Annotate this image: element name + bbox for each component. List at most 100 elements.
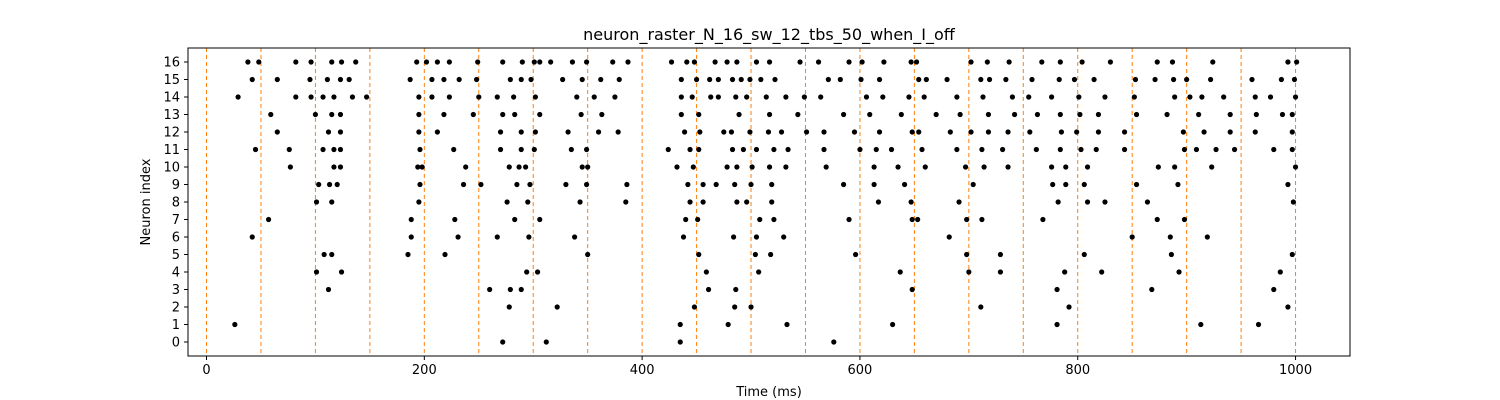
spike-point xyxy=(1026,94,1032,100)
spike-point xyxy=(307,76,313,83)
spike-point xyxy=(748,304,754,310)
y-tick-label: 12 xyxy=(163,126,180,141)
spike-point xyxy=(753,59,760,65)
spike-point xyxy=(728,129,735,135)
spike-point xyxy=(736,111,742,118)
spike-point xyxy=(334,181,340,188)
y-tick-label: 13 xyxy=(163,108,180,123)
spike-point xyxy=(1170,76,1177,83)
spike-point xyxy=(313,269,320,275)
spike-point xyxy=(875,199,882,205)
spike-point xyxy=(916,76,922,83)
spike-point xyxy=(749,164,755,170)
spike-point xyxy=(979,216,985,223)
spike-point xyxy=(734,199,740,205)
spike-point xyxy=(565,129,571,135)
spike-point xyxy=(249,76,255,83)
y-tick-label: 8 xyxy=(172,196,180,211)
spike-point xyxy=(512,111,518,118)
spike-point xyxy=(922,164,928,170)
spike-point xyxy=(821,146,827,153)
spike-point xyxy=(442,251,448,258)
spike-point xyxy=(417,146,423,153)
spike-point xyxy=(1199,94,1205,100)
spike-point xyxy=(1285,181,1291,188)
spike-point xyxy=(434,129,440,135)
spike-point xyxy=(1285,59,1291,65)
spike-point xyxy=(1208,76,1214,83)
spike-point xyxy=(890,321,896,328)
spike-point xyxy=(249,234,255,240)
spike-point xyxy=(785,146,791,153)
spike-point xyxy=(840,181,847,188)
spike-point xyxy=(668,59,675,65)
spike-point xyxy=(1249,76,1255,83)
spike-point xyxy=(595,129,602,135)
spike-point xyxy=(1221,94,1227,100)
spike-point xyxy=(532,94,539,100)
spike-point xyxy=(473,76,480,83)
spike-point xyxy=(1033,146,1039,153)
spike-point xyxy=(859,59,865,65)
spike-point xyxy=(531,146,537,153)
spike-point xyxy=(781,234,787,240)
spike-point xyxy=(691,59,698,65)
spike-point xyxy=(970,181,976,188)
spike-point xyxy=(732,304,738,310)
spike-point xyxy=(876,129,883,135)
y-axis-label: Neuron index xyxy=(139,158,154,245)
spike-point xyxy=(585,251,591,258)
spike-point xyxy=(888,146,895,153)
spike-point xyxy=(1144,199,1151,205)
spike-point xyxy=(451,146,457,153)
spike-point xyxy=(783,94,789,100)
spike-point xyxy=(771,146,777,153)
spike-point xyxy=(364,94,370,100)
spike-point xyxy=(525,199,531,205)
spike-point xyxy=(984,59,990,65)
spike-point xyxy=(1201,129,1207,135)
spike-point xyxy=(715,76,721,83)
spike-point xyxy=(494,234,500,240)
spike-point xyxy=(758,76,764,83)
spike-point xyxy=(1011,111,1018,118)
spike-point xyxy=(724,59,730,65)
spike-point xyxy=(705,286,712,293)
spike-point xyxy=(703,269,709,275)
spike-point xyxy=(1253,111,1259,118)
spike-point xyxy=(441,111,447,118)
spike-point xyxy=(1054,286,1060,293)
spike-point xyxy=(579,164,585,170)
spike-point xyxy=(919,146,925,153)
spike-point xyxy=(997,251,1004,258)
spike-point xyxy=(732,181,738,188)
spike-point xyxy=(763,94,769,100)
spike-point xyxy=(880,94,886,100)
spike-point xyxy=(316,181,322,188)
spike-point xyxy=(1102,94,1108,100)
spike-point xyxy=(1155,164,1161,170)
spike-point xyxy=(685,181,691,188)
spike-point xyxy=(687,199,693,205)
spike-point xyxy=(313,199,320,205)
spike-point xyxy=(507,76,513,83)
spike-point xyxy=(1176,269,1182,275)
spike-point xyxy=(729,146,736,153)
spike-point xyxy=(500,59,506,65)
spike-point xyxy=(986,76,993,83)
spike-point xyxy=(677,321,683,328)
spike-point xyxy=(901,181,908,188)
spike-point xyxy=(1271,286,1277,293)
spike-point xyxy=(1231,146,1238,153)
spike-point xyxy=(408,216,414,223)
y-tick-label: 9 xyxy=(172,178,180,193)
spike-point xyxy=(1289,146,1295,153)
spike-point xyxy=(500,339,506,345)
spike-point xyxy=(512,216,518,223)
spike-point xyxy=(325,286,332,293)
spike-point xyxy=(417,181,423,188)
spike-point xyxy=(506,304,512,310)
spike-point xyxy=(979,146,985,153)
y-tick-label: 5 xyxy=(172,248,180,263)
spike-point xyxy=(415,164,421,170)
